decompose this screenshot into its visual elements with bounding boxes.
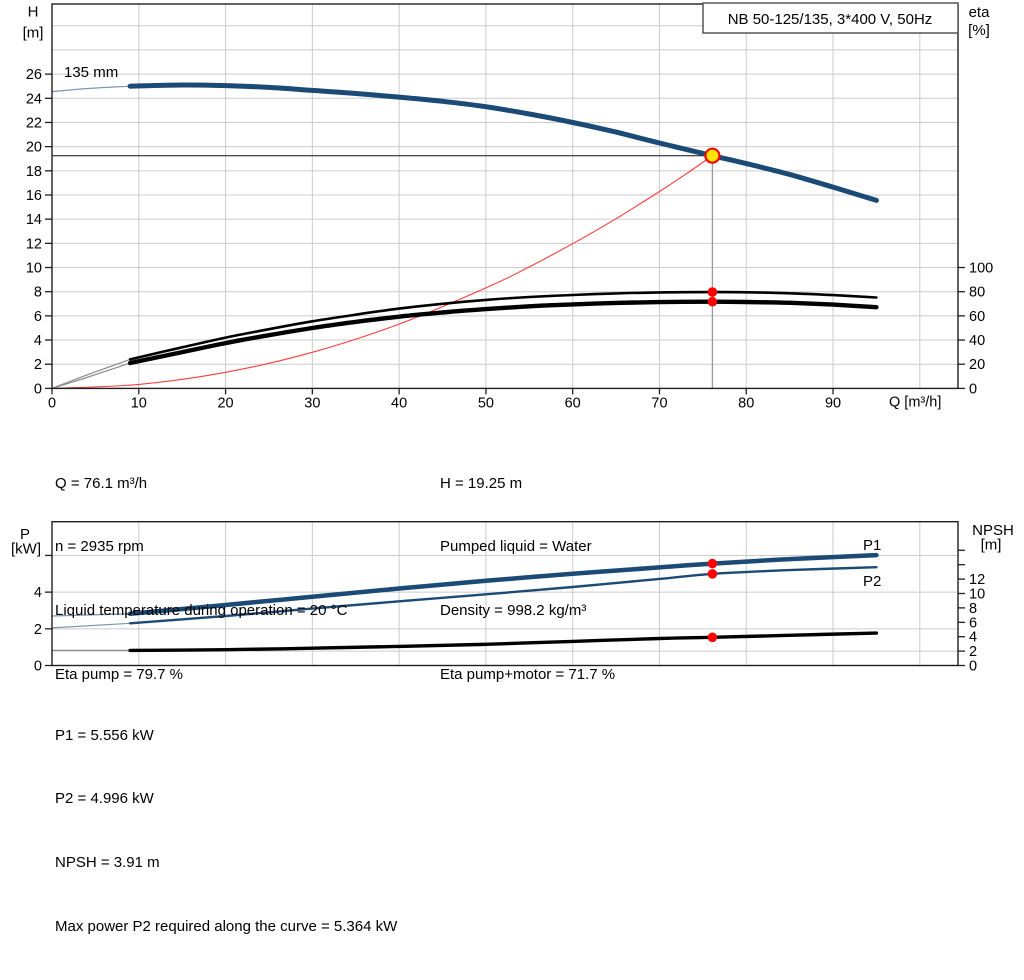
right-axis-tick-label: 100 (969, 261, 993, 277)
impeller-diameter-label: 135 mm (64, 64, 118, 81)
readout-p2: P2 = 4.996 kW (55, 790, 154, 808)
left-axis-tick-label: 0 (34, 381, 42, 397)
left-axis-tick-label: 8 (34, 285, 42, 301)
left-axis-tick-label: 0 (34, 659, 42, 675)
duty-point-marker (704, 147, 721, 164)
pump-performance-datasheet: 0 10 20 30 40 50 60 70 80 90 Q [m³/h] 0 2 4 6 8 10 12 14 16… (11, 2, 1014, 936)
left-axis-tick-label: 4 (34, 585, 42, 601)
readout-head: H = 19.25 m (440, 474, 523, 492)
left-axis-tick-label: 26 (26, 67, 42, 83)
left-axis-title: H (28, 4, 39, 21)
right-axis-tick-label: 4 (969, 630, 977, 646)
qh-curve-lead-in (51, 85, 131, 93)
left-axis-tick-label: 12 (26, 236, 42, 252)
p1-curve-label: P1 (863, 537, 881, 554)
right-axis-tick-label: 2 (969, 644, 977, 660)
right-axis-tick-label: 10 (969, 586, 985, 602)
right-axis-tick-label: 8 (969, 601, 977, 617)
right-axis-title: eta (969, 4, 991, 21)
readout-q: Q = 76.1 m³/h (55, 474, 148, 492)
readout-pumped-liquid: Pumped liquid = Water (440, 538, 592, 556)
right-axis-tick-label: 20 (969, 357, 985, 373)
right-axis-tick-label: 40 (969, 333, 985, 349)
left-axis-tick-label: 16 (26, 188, 42, 204)
duty-readout-left: Q = 76.1 m³/h n = 2935 rpm Liquid temper… (55, 430, 347, 728)
left-axis-tick-label: 2 (34, 357, 42, 373)
p2-curve (128, 566, 878, 625)
right-axis-tick-label: 80 (969, 285, 985, 301)
right-axis-tick-label: 6 (969, 615, 977, 631)
right-axis-tick-label: 12 (969, 572, 985, 588)
left-axis-tick-label: 20 (26, 140, 42, 156)
npsh-curve (128, 631, 879, 653)
p2-curve-lead-in (51, 622, 131, 629)
duty-readout-right: H = 19.25 m Pumped liquid = Water Densit… (440, 430, 615, 728)
left-axis-title: [m] (23, 25, 44, 42)
x-axis-tick-label: 60 (565, 395, 581, 411)
eta-pump-motor-curve-lead-in (51, 362, 131, 389)
left-axis-tick-label: 2 (34, 622, 42, 638)
p2-curve-label: P2 (863, 573, 881, 590)
left-axis-title: P (20, 526, 30, 543)
x-axis-tick-label: 30 (304, 395, 320, 411)
left-axis-tick-label: 18 (26, 164, 42, 180)
pump-title-box (702, 2, 959, 34)
x-axis-tick-label: 90 (825, 395, 841, 411)
p1-curve-lead-in (51, 613, 131, 617)
curve-value-marker (707, 569, 718, 579)
left-axis-tick-label: 4 (34, 333, 42, 349)
left-axis-tick-label: 10 (26, 261, 42, 277)
curve-value-marker (707, 287, 718, 297)
right-axis-tick-label: 0 (969, 659, 977, 675)
readout-p1: P1 = 5.556 kW (55, 726, 154, 744)
x-axis-tick-label: 70 (651, 395, 667, 411)
right-axis-title: [m] (981, 537, 1002, 554)
readout-npsh: NPSH = 3.91 m (55, 854, 160, 872)
readout-eta-pump-motor: Eta pump+motor = 71.7 % (440, 666, 616, 684)
readout-speed: n = 2935 rpm (55, 538, 144, 556)
eta-pump-curve (128, 290, 878, 361)
left-axis-tick-label: 6 (34, 309, 42, 325)
plot-frame (51, 3, 959, 390)
right-axis-tick-label: 60 (969, 309, 985, 325)
right-axis-tick-label: 0 (969, 381, 977, 397)
readout-eta-pump: Eta pump = 79.7 % (55, 666, 183, 684)
readout-density: Density = 998.2 kg/m³ (440, 602, 587, 620)
p1-curve (127, 552, 879, 617)
x-axis-tick-label: 80 (738, 395, 754, 411)
x-axis-tick-label: 40 (391, 395, 407, 411)
curve-value-marker (707, 296, 718, 307)
left-axis-tick-label: 14 (26, 212, 42, 228)
system-curve (51, 155, 713, 389)
curve-value-marker (707, 558, 718, 569)
pump-title-text: NB 50-125/135, 3*400 V, 50Hz (728, 11, 933, 28)
power-readout: P1 = 5.556 kW P2 = 4.996 kW NPSH = 3.91 … (55, 682, 397, 980)
x-axis-unit-label: Q [m³/h] (889, 395, 941, 411)
right-axis-title: NPSH (972, 522, 1014, 539)
left-axis-tick-label: 24 (26, 91, 42, 107)
left-axis-title: [kW] (11, 541, 41, 558)
pump-curves-canvas: 0 10 20 30 40 50 60 70 80 90 Q [m³/h]0246810121416… (11, 2, 1014, 675)
x-axis-tick-label: 50 (478, 395, 494, 411)
eta-pump-motor-curve (127, 299, 879, 366)
x-axis-tick-label: 0 (48, 395, 56, 411)
left-axis-tick-label: 22 (26, 115, 42, 131)
x-axis-tick-label: 10 (131, 395, 147, 411)
readout-liquid-temperature: Liquid temperature during operation = 20… (55, 602, 348, 620)
curve-value-marker (707, 632, 718, 643)
qh-curve (127, 82, 879, 203)
x-axis-tick-label: 20 (217, 395, 233, 411)
readout-max-p2: Max power P2 required along the curve = … (55, 918, 398, 936)
right-axis-title: [%] (968, 22, 990, 39)
